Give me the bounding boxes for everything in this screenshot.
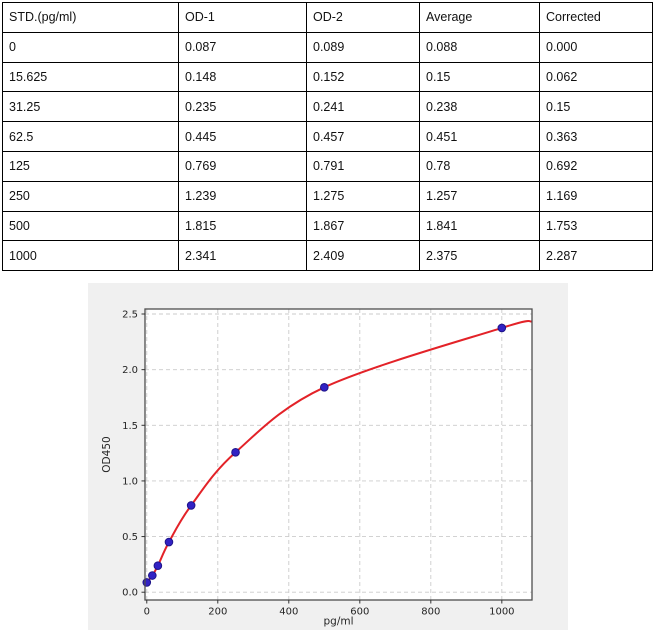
table-row: 250 1.239 1.275 1.257 1.169 [2,180,653,212]
data-point [164,537,174,547]
table-cell: 1.239 [178,180,307,212]
table-cell: 0.692 [539,150,653,182]
table-cell: 0.152 [306,61,420,93]
table-cell: 2.375 [419,240,540,272]
data-point [319,383,329,392]
table-cell: 0.062 [539,61,653,93]
table-cell: 0.78 [419,150,540,182]
table-cell: 2.341 [178,240,307,272]
table-cell: 0.15 [539,91,653,123]
data-point [153,561,163,571]
table-row: 0 0.087 0.089 0.088 0.000 [2,31,653,63]
table-cell: 0.363 [539,121,653,152]
table-cell: 0.457 [306,121,420,152]
table-cell: 0 [2,31,179,63]
table-cell: 0.148 [178,61,307,93]
data-point [142,578,152,587]
table-cell: 0.089 [306,31,420,63]
y-axis-label: OD450 [101,436,113,472]
table-cell: 0.791 [306,150,420,182]
data-point [231,448,240,457]
table-cell: 0.235 [178,91,307,123]
x-tick-label: 0 [144,607,150,618]
table-cell: 0.241 [306,91,420,123]
x-tick-label: 200 [208,607,227,618]
y-tick-label: 2.0 [122,365,138,376]
table-cell: 0.15 [419,61,540,93]
table-cell: 1.867 [306,210,420,242]
table-cell: 1.275 [306,180,420,212]
table-cell: 1.841 [419,210,540,242]
table-cell: 0.238 [419,91,540,123]
table-cell: 0.088 [419,31,540,63]
standards-table: STD.(pg/ml) OD-1 OD-2 Average Corrected … [2,2,653,272]
x-axis-label: pg/ml [323,616,353,628]
x-tick-label: 400 [279,607,298,618]
table-row: 500 1.815 1.867 1.841 1.753 [2,210,653,242]
col-header-average: Average [419,2,540,33]
y-tick-label: 2.5 [122,310,138,321]
table-row: 62.5 0.445 0.457 0.451 0.363 [2,121,653,152]
table-cell: 1.169 [539,180,653,212]
col-header-std: STD.(pg/ml) [2,2,179,33]
table-cell: 0.451 [419,121,540,152]
table-cell: 0.769 [178,150,307,182]
y-tick-label: 0.0 [122,588,138,599]
table-cell: 2.409 [306,240,420,272]
table-cell: 1.815 [178,210,307,242]
table-cell: 500 [2,210,179,242]
x-tick-label: 600 [350,607,369,618]
table-row: 1000 2.341 2.409 2.375 2.287 [2,240,653,272]
col-header-corrected: Corrected [539,2,653,33]
table-cell: 250 [2,180,179,212]
data-point [497,323,507,333]
table-header-row: STD.(pg/ml) OD-1 OD-2 Average Corrected [2,2,653,33]
col-header-od1: OD-1 [178,2,307,33]
y-tick-label: 1.0 [122,476,138,487]
plot-area [145,309,532,600]
x-tick-label: 800 [421,607,440,618]
standards-table-body: 0 0.087 0.089 0.088 0.000 15.625 0.148 0.152 0.1… [2,31,653,272]
table-row: 125 0.769 0.791 0.78 0.692 [2,150,653,182]
table-row: 15.625 0.148 0.152 0.15 0.062 [2,61,653,93]
table-cell: 1.753 [539,210,653,242]
table-cell: 0.000 [539,31,653,63]
table-cell: 31.25 [2,91,179,123]
axes-spines [144,308,533,601]
table-row: 31.25 0.235 0.241 0.238 0.15 [2,91,653,123]
table-cell: 0.087 [178,31,307,63]
table-cell: 0.445 [178,121,307,152]
table-cell: 2.287 [539,240,653,272]
table-cell: 62.5 [2,121,179,152]
table-cell: 15.625 [2,61,179,93]
standards-table-header: STD.(pg/ml) OD-1 OD-2 Average Corrected [2,2,653,33]
x-tick-label: 1000 [489,607,514,618]
col-header-od2: OD-2 [306,2,420,33]
data-point [148,571,157,580]
standard-curve-figure: 0 200 400 600 800 1000 0.0 0.5 1.0 1.5 2.0 2.5 pg/ml… [88,283,568,630]
table-cell: 1000 [2,240,179,272]
table-cell: 125 [2,150,179,182]
y-tick-label: 0.5 [122,532,138,543]
standard-curve-chart: 0 200 400 600 800 1000 0.0 0.5 1.0 1.5 2.0 2.5 pg/ml… [101,308,533,628]
y-tick-label: 1.5 [122,421,138,432]
table-cell: 1.257 [419,180,540,212]
data-point [186,501,196,510]
